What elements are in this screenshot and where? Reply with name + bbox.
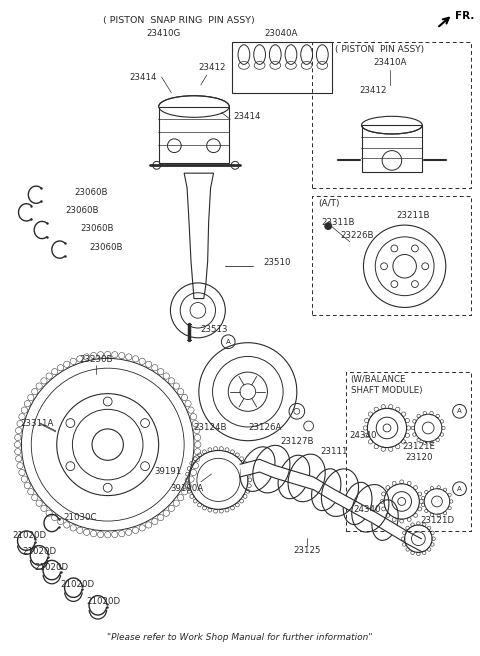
Text: SHAFT MODULE): SHAFT MODULE) <box>351 386 422 395</box>
Bar <box>232 42 332 92</box>
Text: 23311B: 23311B <box>321 218 355 227</box>
Text: 23126A: 23126A <box>249 424 282 432</box>
Bar <box>346 372 471 531</box>
Text: A: A <box>226 338 230 344</box>
Text: 23510: 23510 <box>264 258 291 267</box>
Text: 23412: 23412 <box>360 87 387 95</box>
Text: 21020D: 21020D <box>12 531 47 541</box>
Text: 23121D: 23121D <box>420 516 454 525</box>
Text: 39191: 39191 <box>155 466 182 476</box>
Text: (A/T): (A/T) <box>318 199 340 208</box>
Text: 21020D: 21020D <box>86 597 120 606</box>
Text: ( PISTON  SNAP RING  PIN ASSY): ( PISTON SNAP RING PIN ASSY) <box>103 16 255 25</box>
Text: 23513: 23513 <box>201 325 228 335</box>
Text: 23127B: 23127B <box>280 437 313 446</box>
Text: 23125: 23125 <box>293 546 320 555</box>
Bar <box>312 195 471 316</box>
Text: 21020D: 21020D <box>34 563 68 571</box>
Text: 23060B: 23060B <box>80 224 114 232</box>
Text: 21030C: 21030C <box>63 512 97 522</box>
Text: 23414: 23414 <box>129 73 157 81</box>
Text: 23230B: 23230B <box>79 355 113 364</box>
Text: 23311A: 23311A <box>21 419 54 428</box>
Text: 23060B: 23060B <box>66 206 99 215</box>
Text: "Please refer to Work Shop Manual for further information": "Please refer to Work Shop Manual for fu… <box>107 632 373 642</box>
Text: 23111: 23111 <box>320 447 348 456</box>
Bar <box>159 106 229 163</box>
Text: A: A <box>457 408 462 415</box>
Circle shape <box>325 222 332 230</box>
Text: 23120: 23120 <box>406 453 433 462</box>
Text: 23060B: 23060B <box>74 188 108 197</box>
Bar <box>312 42 471 188</box>
Text: (W/BALANCE: (W/BALANCE <box>351 375 406 384</box>
Text: 24340: 24340 <box>350 431 377 440</box>
Text: 23226B: 23226B <box>341 232 374 240</box>
Text: FR.: FR. <box>455 11 474 22</box>
Text: 23121E: 23121E <box>403 442 436 451</box>
Text: 23414: 23414 <box>233 112 261 121</box>
Bar <box>361 125 422 172</box>
Text: A: A <box>457 485 462 492</box>
Text: 23410G: 23410G <box>146 28 180 37</box>
Text: 24340: 24340 <box>354 505 381 514</box>
Text: 21020D: 21020D <box>60 581 95 589</box>
Text: 23410A: 23410A <box>373 58 407 67</box>
Text: ( PISTON  PIN ASSY): ( PISTON PIN ASSY) <box>335 45 424 54</box>
Text: 23412: 23412 <box>199 63 226 72</box>
Text: 21020D: 21020D <box>23 547 57 556</box>
Text: 23124B: 23124B <box>193 424 227 432</box>
Text: 39190A: 39190A <box>170 484 204 493</box>
Text: 23060B: 23060B <box>89 243 122 252</box>
Text: 23040A: 23040A <box>264 28 298 37</box>
Text: 23211B: 23211B <box>396 211 430 220</box>
